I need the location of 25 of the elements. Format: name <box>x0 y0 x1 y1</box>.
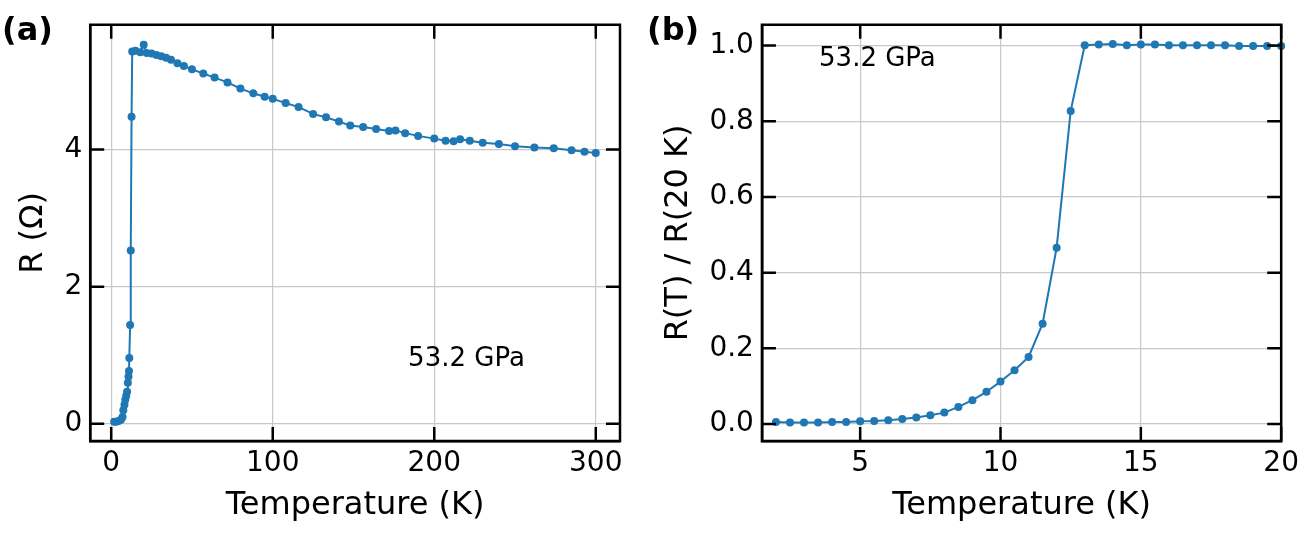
y-axis-title: R (Ω) <box>11 191 50 274</box>
x-tick-label: 20 <box>1263 445 1300 479</box>
x-tick-label: 10 <box>982 445 1019 479</box>
y-tick-label: 0.0 <box>709 405 754 439</box>
y-tick-label: 4 <box>64 130 83 164</box>
y-tick-label: 0 <box>64 405 83 439</box>
x-tick-label: 5 <box>851 445 870 479</box>
y-axis-title: R(T) / R(20 K) <box>656 124 695 342</box>
x-axis-title: Temperature (K) <box>224 484 485 523</box>
y-tick-label: 0.4 <box>709 253 754 287</box>
y-tick-label: 1.0 <box>709 26 754 60</box>
annotation: 53.2 GPa <box>408 342 525 373</box>
text: (b) <box>647 10 700 48</box>
x-tick-label: 100 <box>246 445 300 479</box>
x-tick-label: 0 <box>102 445 121 479</box>
y-tick-label: 0.6 <box>709 178 754 212</box>
x-tick-label: 15 <box>1123 445 1159 479</box>
x-tick-label: 200 <box>407 445 461 479</box>
annotation: 53.2 GPa <box>819 42 936 73</box>
y-tick-label: 2 <box>64 268 83 302</box>
text: (a) <box>2 10 53 48</box>
y-tick-label: 0.2 <box>709 329 754 363</box>
x-axis-title: Temperature (K) <box>891 484 1151 523</box>
y-tick-label: 0.8 <box>709 102 754 136</box>
x-tick-label: 300 <box>569 445 623 479</box>
